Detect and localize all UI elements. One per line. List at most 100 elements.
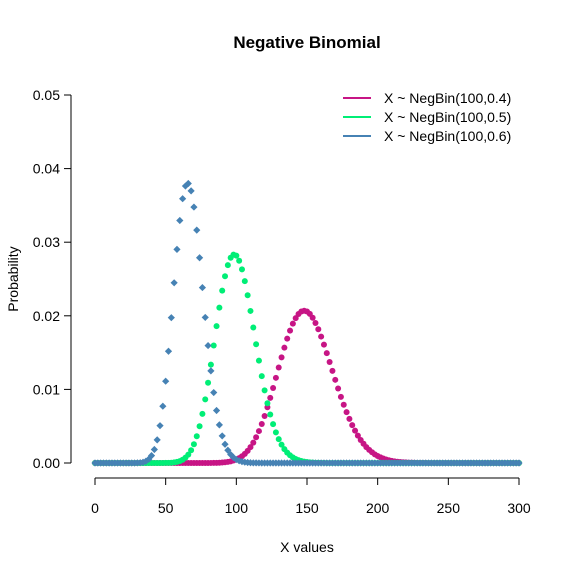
point (343, 409, 350, 416)
plot-area (91, 179, 523, 467)
point (227, 450, 235, 459)
point (323, 350, 330, 357)
x-tick-label-6: 300 (507, 500, 531, 516)
point (241, 278, 248, 285)
point (261, 413, 268, 420)
point (204, 341, 212, 350)
point (167, 314, 175, 322)
point (264, 400, 271, 407)
x-axis-ticks: 0 50 100 150 200 250 300 (91, 478, 531, 516)
point (340, 401, 347, 408)
point (278, 354, 285, 361)
point (289, 320, 296, 327)
point (195, 254, 204, 262)
point (349, 422, 356, 429)
point (284, 335, 291, 342)
point (264, 404, 271, 411)
point (270, 421, 277, 428)
point (255, 357, 262, 364)
point (320, 341, 327, 348)
point (236, 257, 243, 264)
point (250, 439, 257, 446)
point (287, 327, 294, 334)
point (159, 402, 167, 410)
point (207, 367, 215, 375)
point (346, 415, 353, 422)
point (139, 458, 147, 466)
point (199, 410, 206, 417)
point (156, 422, 164, 430)
point (326, 358, 333, 365)
point (270, 385, 277, 392)
point (162, 377, 170, 385)
point (201, 313, 209, 322)
y-tick-label-0: 0.00 (33, 455, 60, 471)
point (179, 195, 187, 203)
point (176, 216, 184, 225)
chart-title: Negative Binomial (233, 33, 380, 52)
point (233, 252, 240, 259)
point (170, 279, 178, 287)
y-axis-ticks: 0.00 0.01 0.02 0.03 0.04 0.05 (33, 87, 71, 471)
point (275, 436, 282, 443)
point (352, 427, 359, 434)
point (278, 441, 285, 448)
point (329, 367, 336, 374)
point (255, 428, 262, 435)
series-1 (92, 251, 522, 466)
point (258, 420, 265, 427)
point (198, 283, 207, 292)
point (150, 445, 158, 454)
x-tick-label-4: 200 (366, 500, 390, 516)
point (219, 287, 226, 294)
point (213, 323, 220, 330)
legend-label-1: X ~ NegBin(100,0.5) (384, 109, 511, 125)
y-tick-label-5: 0.05 (33, 87, 60, 103)
point (337, 393, 344, 400)
y-tick-label-2: 0.02 (33, 308, 60, 324)
point (215, 421, 223, 429)
point (173, 245, 181, 254)
point (153, 436, 161, 444)
point (335, 385, 342, 392)
x-tick-label-0: 0 (91, 500, 99, 516)
point (210, 342, 217, 349)
point (218, 432, 226, 440)
x-tick-label-5: 250 (437, 500, 461, 516)
legend: X ~ NegBin(100,0.4) X ~ NegBin(100,0.5) X … (343, 90, 511, 144)
point (250, 324, 257, 331)
point (253, 434, 260, 441)
point (224, 262, 231, 269)
x-tick-label-3: 150 (295, 500, 319, 516)
series-2 (91, 179, 523, 467)
point (267, 394, 274, 401)
point (188, 447, 195, 454)
point (193, 433, 200, 440)
point (318, 333, 325, 340)
point (190, 441, 197, 448)
point (164, 347, 173, 355)
x-tick-label-2: 100 (225, 500, 249, 516)
point (272, 429, 279, 436)
point (193, 226, 201, 234)
point (267, 411, 274, 418)
x-tick-label-1: 50 (158, 500, 174, 516)
point (261, 387, 268, 394)
point (212, 406, 221, 415)
y-tick-label-3: 0.03 (33, 234, 60, 250)
point (185, 451, 192, 458)
point (184, 179, 192, 188)
point (309, 314, 316, 321)
point (205, 379, 212, 386)
legend-label-2: X ~ NegBin(100,0.6) (384, 128, 511, 144)
y-axis-title: Probability (5, 246, 21, 311)
y-tick-label-4: 0.04 (33, 161, 60, 177)
point (145, 455, 153, 463)
point (354, 432, 361, 439)
x-axis-title: X values (280, 539, 334, 555)
legend-label-0: X ~ NegBin(100,0.4) (384, 90, 511, 106)
point (272, 374, 279, 381)
point (207, 361, 214, 368)
point (147, 452, 156, 460)
